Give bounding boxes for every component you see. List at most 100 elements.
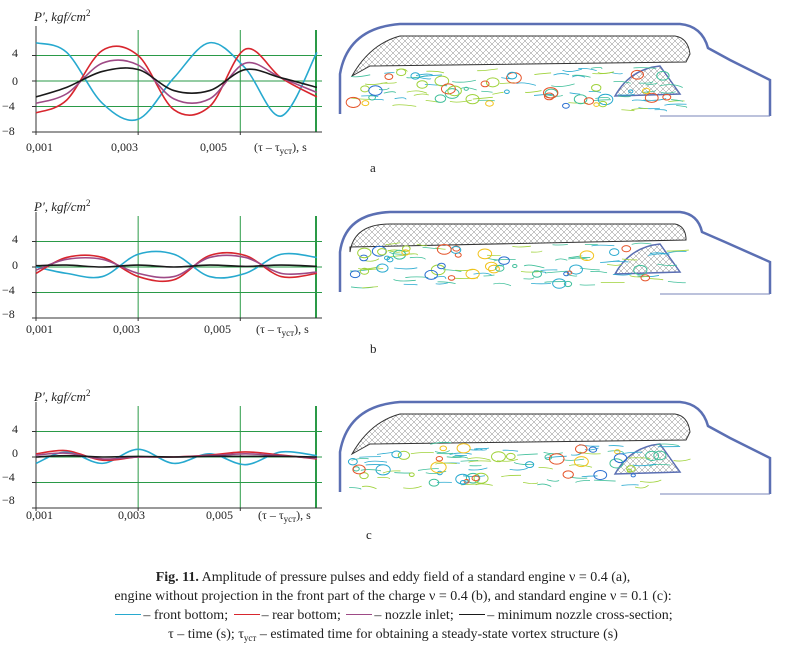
streamline [499, 82, 515, 85]
streamline [570, 452, 582, 456]
vortex [593, 469, 608, 481]
charge-region [350, 35, 691, 78]
streamline [579, 451, 601, 455]
vortex [463, 86, 469, 91]
streamline [467, 457, 491, 461]
streamline [570, 476, 588, 479]
streamline [468, 460, 492, 463]
streamline [404, 253, 418, 256]
nozzle-insert [613, 243, 682, 275]
vortex [368, 85, 383, 96]
streamline [417, 468, 439, 471]
streamline [530, 250, 543, 253]
panel-label-b: b [370, 341, 377, 356]
y-axis-label: P′, kgf/cm2 [34, 198, 91, 214]
engine-case-outline [338, 22, 772, 116]
vortex [347, 458, 358, 466]
series-min-nozzle [35, 67, 318, 98]
streamline [351, 97, 372, 100]
eddy-field-image-a [338, 22, 772, 117]
streamline [430, 441, 452, 445]
streamline [493, 282, 512, 287]
x-tick-label: 0,001 [26, 140, 53, 154]
y-tick-label: −8 [2, 493, 15, 507]
vortex [548, 453, 565, 465]
streamline [394, 97, 407, 100]
streamline [405, 276, 429, 278]
streamline [537, 483, 552, 487]
y-tick-label: −8 [2, 307, 15, 321]
vortex [465, 268, 480, 280]
streamline [590, 270, 608, 274]
streamline [584, 447, 599, 451]
chart-panel-b: P′, kgf/cm2 4 0 −4 −8 0,001 0,003 0,005 … [0, 192, 330, 352]
vortex [485, 77, 500, 88]
vortex [430, 461, 447, 474]
streamline [403, 283, 418, 286]
streamline [512, 245, 531, 248]
vortex [591, 83, 602, 92]
streamline [361, 95, 379, 98]
caption-line-1: Fig. 11. Amplitude of pressure pulses an… [155, 570, 631, 585]
vortex [376, 263, 389, 273]
streamline [593, 479, 616, 482]
y-axis-label: P′, kgf/cm2 [34, 8, 91, 24]
engine-case-outline [338, 210, 772, 294]
streamline [362, 286, 379, 289]
engine-case-outline [338, 400, 772, 494]
streamline [592, 72, 612, 75]
vortex [485, 100, 494, 107]
streamline [629, 275, 650, 278]
vortex [614, 449, 621, 455]
streamline [435, 462, 457, 465]
vortex [396, 68, 407, 77]
streamline [551, 83, 575, 87]
nozzle-insert [613, 65, 682, 97]
x-tick-label: 0,005 [200, 140, 227, 154]
vortex [512, 263, 518, 269]
streamline [475, 447, 490, 450]
vortex [524, 461, 535, 469]
streamline [364, 460, 388, 464]
streamline [572, 74, 591, 78]
streamline [452, 455, 469, 459]
vortex [573, 94, 588, 105]
streamline [413, 93, 429, 96]
streamline [492, 91, 505, 95]
streamline [351, 457, 369, 461]
vortex [505, 452, 516, 461]
streamline [657, 263, 678, 266]
streamline [590, 66, 603, 70]
streamline [553, 73, 570, 76]
vortex [645, 450, 660, 462]
line-chart-c [32, 402, 322, 511]
streamline [668, 100, 685, 103]
streamline [634, 484, 649, 489]
streamline [360, 469, 382, 472]
streamline [435, 282, 448, 285]
streamline [452, 79, 476, 83]
streamline [631, 108, 648, 111]
streamline [562, 68, 583, 72]
caption-line-4: τ – time (s); τуст – estimated time for … [168, 627, 618, 643]
line-chart-a [32, 26, 322, 135]
y-tick-label: 0 [12, 446, 18, 460]
charge-region [350, 413, 691, 456]
streamline [513, 462, 534, 465]
vortex [640, 274, 651, 282]
streamline [666, 250, 687, 254]
vortex [361, 100, 370, 107]
chart-panel-c: P′, kgf/cm2 4 0 −4 −8 0,001 0,003 0,005 … [0, 382, 330, 542]
series-min-nozzle [35, 264, 317, 268]
vortex [503, 89, 510, 94]
streamline [516, 82, 536, 86]
y-tick-label: 0 [12, 258, 18, 272]
x-axis-label: (τ – τуст), s [254, 140, 307, 156]
vortex [434, 94, 447, 103]
streamline [473, 272, 493, 276]
vortex [609, 458, 624, 469]
legend-swatch-nozzle-inlet [346, 614, 373, 615]
streamline [365, 258, 380, 262]
streamline [639, 81, 654, 84]
streamline [591, 244, 615, 247]
